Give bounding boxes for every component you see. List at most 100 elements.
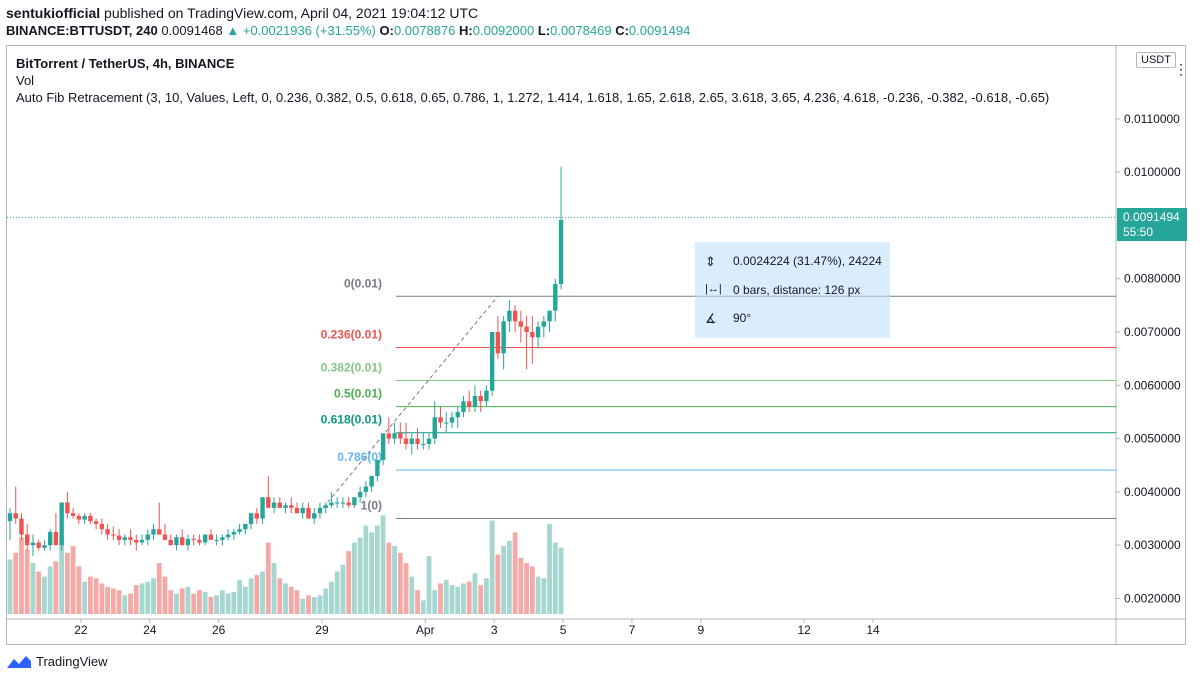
candle-body bbox=[375, 459, 380, 476]
fib-legend[interactable]: Auto Fib Retracement (3, 10, Values, Lef… bbox=[16, 90, 1050, 105]
volume-bar bbox=[380, 515, 386, 614]
candle-body bbox=[306, 507, 311, 519]
symbol-line: BINANCE:BTTUSDT, 240 0.0091468 ▲ +0.0021… bbox=[6, 23, 690, 38]
volume-bar bbox=[19, 537, 24, 614]
candle-body bbox=[151, 529, 156, 535]
candle-body bbox=[88, 515, 93, 522]
volume-bar bbox=[357, 537, 363, 614]
high-value: 0.0092000 bbox=[472, 23, 535, 38]
candle-body bbox=[162, 534, 168, 540]
open-value: 0.0078876 bbox=[393, 23, 456, 38]
volume-bar bbox=[397, 552, 403, 614]
publication-line: sentukiofficial published on TradingView… bbox=[6, 5, 478, 21]
volume-bar bbox=[59, 537, 65, 614]
candle-body bbox=[7, 513, 13, 522]
volume-bar bbox=[466, 581, 472, 614]
author-name[interactable]: sentukiofficial bbox=[6, 5, 101, 21]
candle-body bbox=[415, 438, 420, 444]
fib-level-label: 0.618(0.01) bbox=[321, 413, 382, 427]
volume-bar bbox=[128, 593, 133, 614]
x-tick-label: 29 bbox=[315, 623, 329, 637]
candle-body bbox=[547, 310, 552, 322]
volume-bar bbox=[82, 581, 88, 614]
candle-body bbox=[409, 438, 414, 444]
volume-bar bbox=[478, 585, 484, 614]
candle-body bbox=[323, 505, 328, 508]
candle-body bbox=[25, 534, 30, 546]
candle-body bbox=[478, 395, 483, 402]
candle-body bbox=[93, 521, 99, 524]
volume-bar bbox=[529, 566, 535, 614]
volume-bar bbox=[524, 563, 529, 614]
candle-body bbox=[535, 326, 541, 338]
more-menu-icon[interactable]: ⋮ bbox=[1174, 61, 1188, 77]
volume-bar bbox=[53, 561, 59, 614]
candle-body bbox=[334, 502, 340, 504]
volume-bar bbox=[288, 586, 294, 614]
tradingview-logo[interactable]: TradingView bbox=[6, 654, 108, 669]
candle-body bbox=[518, 321, 524, 327]
candle-body bbox=[70, 513, 76, 516]
volume-bar bbox=[202, 591, 208, 614]
volume-bar bbox=[151, 578, 156, 614]
chart-title: BitTorrent / TetherUS, 4h, BINANCE bbox=[16, 56, 235, 71]
volume-bar bbox=[208, 597, 214, 614]
x-tick-label: 24 bbox=[143, 623, 157, 637]
candle-body bbox=[180, 537, 185, 546]
volume-bar bbox=[47, 566, 53, 614]
low-value: 0.0078469 bbox=[550, 23, 612, 38]
fib-level-label: 0.236(0.01) bbox=[321, 327, 382, 341]
candle-body bbox=[197, 539, 202, 543]
candle-body bbox=[82, 515, 87, 520]
candle-body bbox=[495, 332, 501, 354]
x-tick-label: 3 bbox=[491, 623, 498, 637]
volume-bar bbox=[254, 574, 260, 614]
candle-body bbox=[174, 537, 179, 546]
candle-body bbox=[558, 220, 564, 285]
fib-level-label: 0.5(0.01) bbox=[334, 387, 382, 401]
measure-bar-range: 0 bars, distance: 126 px bbox=[733, 283, 861, 297]
volume-bar bbox=[329, 581, 334, 614]
volume-bar bbox=[133, 585, 139, 614]
close-value: 0.0091494 bbox=[628, 23, 691, 38]
candle-body bbox=[449, 417, 455, 423]
candle-body bbox=[36, 542, 41, 548]
volume-legend[interactable]: Vol bbox=[16, 73, 35, 88]
candle-body bbox=[380, 433, 386, 460]
volume-bar bbox=[145, 581, 151, 614]
volume-bar bbox=[294, 590, 300, 614]
currency-button[interactable]: USDT bbox=[1136, 52, 1176, 68]
candle-body bbox=[541, 321, 547, 327]
chart-frame bbox=[6, 45, 1186, 645]
x-tick-label: 9 bbox=[697, 623, 704, 637]
volume-bar bbox=[277, 578, 283, 614]
candle-body bbox=[202, 534, 208, 543]
volume-bar bbox=[495, 554, 501, 614]
candle-body bbox=[484, 390, 489, 402]
candle-body bbox=[30, 542, 36, 546]
volume-bar bbox=[512, 532, 518, 614]
candle-body bbox=[346, 502, 351, 506]
x-tick-label: 7 bbox=[629, 623, 636, 637]
candle-body bbox=[266, 497, 271, 508]
candle-body bbox=[53, 531, 59, 546]
y-tick-label: 0.0050000 bbox=[1124, 432, 1181, 446]
volume-bar bbox=[174, 593, 179, 614]
candle-body bbox=[317, 507, 323, 514]
candle-body bbox=[455, 411, 460, 418]
candle-body bbox=[42, 545, 47, 548]
candle-body bbox=[403, 438, 409, 444]
y-tick-label: 0.0040000 bbox=[1124, 485, 1181, 499]
published-text: published on TradingView.com, April 04, … bbox=[104, 5, 479, 21]
candle-body bbox=[467, 401, 472, 407]
tradingview-logo-icon bbox=[7, 655, 31, 668]
candle-body bbox=[472, 395, 478, 407]
candle-body bbox=[271, 502, 277, 508]
candle-body bbox=[524, 326, 529, 332]
price-range-icon: ⇕ bbox=[705, 254, 716, 269]
x-tick-label: 14 bbox=[866, 623, 880, 637]
candle-body bbox=[237, 529, 242, 532]
volume-bar bbox=[415, 590, 420, 614]
volume-bar bbox=[283, 583, 288, 614]
